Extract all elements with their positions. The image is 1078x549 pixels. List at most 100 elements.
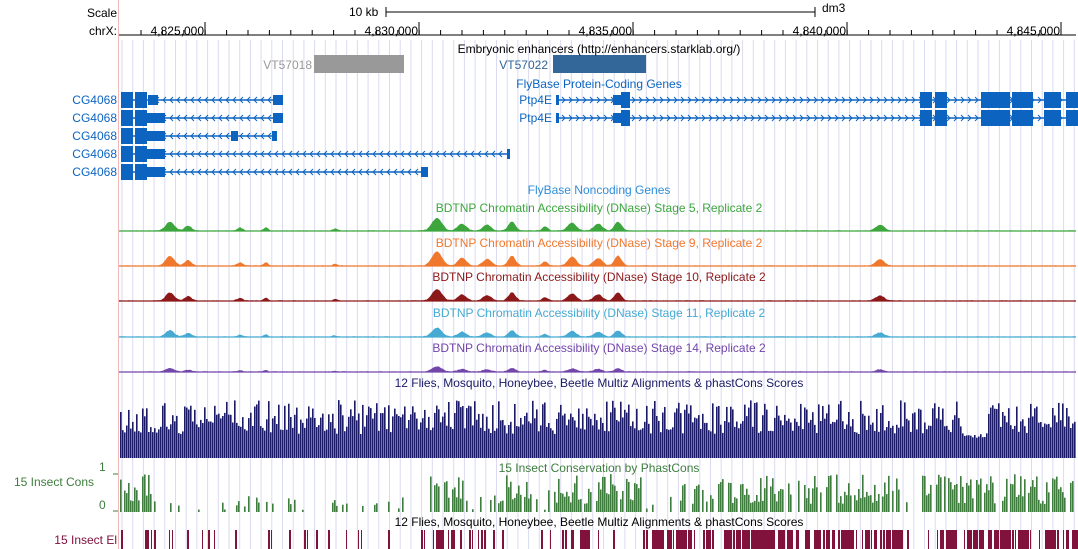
- conserved-element: [169, 530, 170, 549]
- phastcons-bar: [830, 475, 832, 512]
- phastcons-side-label[interactable]: 15 Insect Cons: [13, 475, 94, 489]
- phastcons-bar: [732, 503, 734, 512]
- multiz-bar: [784, 414, 786, 458]
- multiz-wiggle[interactable]: [120, 400, 1076, 458]
- gene-label[interactable]: CG4068: [72, 147, 117, 161]
- multiz-bar: [176, 415, 178, 458]
- strand-chevron: [183, 168, 188, 176]
- enhancers-track-title[interactable]: Embryonic enhancers (http://enhancers.st…: [457, 42, 741, 56]
- multiz-bar: [580, 428, 582, 458]
- dnase-track-title[interactable]: BDTNP Chromatin Accessibility (DNase) St…: [432, 306, 766, 320]
- elements-side-label[interactable]: 15 Insect El: [54, 533, 117, 547]
- gene-label[interactable]: Ptp4E: [519, 93, 552, 107]
- strand-chevron: [498, 150, 503, 158]
- multiz-bar: [622, 417, 624, 458]
- strand-chevron: [722, 114, 727, 122]
- enhancer-item-label[interactable]: VT57022: [499, 58, 548, 72]
- multiz-bar: [730, 406, 732, 458]
- multiz-bar: [396, 414, 398, 458]
- multiz-bar: [846, 424, 848, 458]
- strand-chevron: [736, 114, 741, 122]
- strand-chevron: [274, 150, 279, 158]
- strand-chevron: [736, 96, 741, 104]
- conserved-element: [1039, 530, 1040, 549]
- strand-chevron: [400, 150, 405, 158]
- noncoding-track-title[interactable]: FlyBase Noncoding Genes: [527, 183, 671, 197]
- phastcons-bar: [558, 478, 560, 512]
- multiz-bar: [866, 429, 868, 458]
- gene-label[interactable]: CG4068: [72, 129, 117, 143]
- multiz-bar: [1072, 423, 1074, 458]
- dnase-track-title[interactable]: BDTNP Chromatin Accessibility (DNase) St…: [435, 201, 763, 215]
- phastcons-bar: [444, 482, 446, 512]
- strand-chevron: [771, 114, 776, 122]
- multiz-bar: [722, 432, 724, 458]
- phastcons-bar: [398, 508, 400, 512]
- gene-label[interactable]: CG4068: [72, 165, 117, 179]
- multiz-bar: [732, 409, 734, 458]
- multiz-bar: [538, 431, 540, 458]
- protein-coding-track-title[interactable]: FlyBase Protein-Coding Genes: [516, 77, 682, 91]
- multiz-bar: [284, 405, 286, 458]
- phastcons-bar: [742, 484, 744, 512]
- multiz-bar: [950, 432, 952, 458]
- phastcons-bar: [144, 474, 146, 512]
- strand-chevron: [337, 168, 342, 176]
- multiz-bar: [466, 408, 468, 458]
- elements-track-title[interactable]: 12 Flies, Mosquito, Honeybee, Beetle Mul…: [394, 515, 804, 529]
- phastcons-bar: [728, 482, 730, 512]
- gene-label[interactable]: CG4068: [72, 111, 117, 125]
- phastcons-track-title[interactable]: 15 Insect Conservation by PhastCons: [498, 461, 700, 475]
- gene-models[interactable]: [121, 92, 1078, 180]
- exon: [556, 95, 559, 105]
- multiz-bar: [590, 418, 592, 458]
- multiz-bar: [492, 405, 494, 458]
- phastcons-bar: [518, 485, 520, 512]
- conserved-element: [214, 530, 215, 549]
- dnase-track-title[interactable]: BDTNP Chromatin Accessibility (DNase) St…: [432, 270, 766, 284]
- enhancer-features[interactable]: [314, 55, 646, 73]
- multiz-bar: [288, 403, 290, 458]
- multiz-bar: [240, 426, 242, 458]
- strand-chevron: [757, 96, 762, 104]
- multiz-bar: [630, 426, 632, 458]
- phastcons-bar: [600, 489, 602, 512]
- conserved-element: [967, 530, 970, 549]
- phastcons-bar: [798, 480, 800, 512]
- strand-chevron: [344, 168, 349, 176]
- phastcons-bar: [138, 500, 140, 512]
- multiz-bar: [124, 432, 126, 458]
- multiz-bar: [712, 403, 714, 458]
- multiz-bar: [756, 402, 758, 458]
- dnase-track-title[interactable]: BDTNP Chromatin Accessibility (DNase) St…: [435, 236, 763, 250]
- conserved-elements[interactable]: [121, 530, 1078, 549]
- conserved-element: [829, 530, 830, 549]
- dnase-track-title[interactable]: BDTNP Chromatin Accessibility (DNase) St…: [432, 341, 766, 355]
- strand-chevron: [407, 168, 412, 176]
- multiz-bar: [976, 437, 978, 458]
- multiz-bar: [378, 430, 380, 458]
- multiz-bar: [526, 412, 528, 458]
- enhancer-item-label[interactable]: VT57018: [263, 58, 312, 72]
- multiz-track-title[interactable]: 12 Flies, Mosquito, Honeybee, Beetle Mul…: [394, 376, 804, 390]
- multiz-bar: [128, 409, 130, 458]
- exon: [621, 92, 630, 108]
- conserved-element: [145, 530, 149, 549]
- multiz-bar: [624, 409, 626, 458]
- multiz-bar: [410, 414, 412, 458]
- phastcons-wiggle[interactable]: [113, 473, 1074, 512]
- phastcons-bar: [346, 503, 348, 512]
- conserved-element: [949, 530, 953, 549]
- strand-chevron: [883, 96, 888, 104]
- conserved-element: [862, 530, 863, 549]
- conserved-element: [502, 530, 504, 549]
- gene-label[interactable]: CG4068: [72, 93, 117, 107]
- phastcons-bar: [630, 499, 632, 512]
- multiz-bar: [762, 415, 764, 458]
- gene-label[interactable]: Ptp4E: [519, 111, 552, 125]
- dnase-wiggles[interactable]: [119, 217, 1076, 373]
- exon: [147, 149, 165, 159]
- multiz-bar: [896, 424, 898, 458]
